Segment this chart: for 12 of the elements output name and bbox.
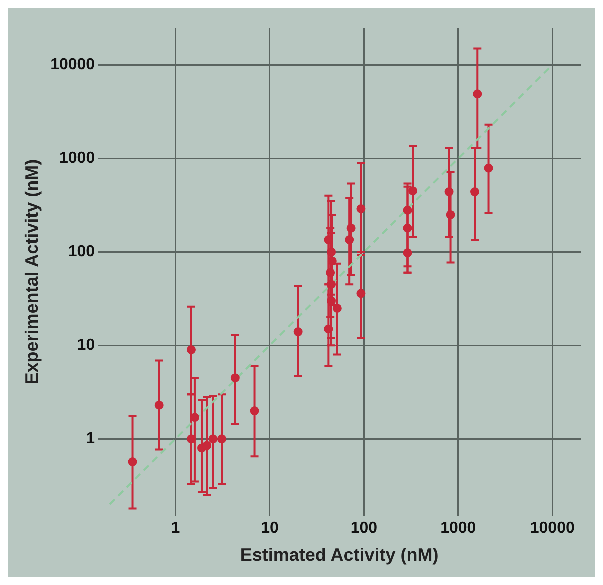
y-tick-label: 10	[77, 337, 96, 354]
y-tick-label: 1	[86, 430, 96, 448]
y-tick-label: 10000	[50, 56, 96, 74]
y-tick-label: 100	[68, 244, 96, 261]
x-axis-title: Estimated Activity (nM)	[240, 545, 439, 566]
x-tick-label: 1000	[440, 520, 476, 538]
y-tick-label: 1000	[60, 150, 96, 168]
x-tick-label: 1	[171, 520, 180, 538]
y-axis-title: Experimental Activity (nM)	[22, 159, 42, 385]
x-tick-label: 10	[261, 520, 279, 538]
x-tick-label: 100	[350, 520, 378, 538]
x-tick-label: 10000	[530, 520, 575, 538]
